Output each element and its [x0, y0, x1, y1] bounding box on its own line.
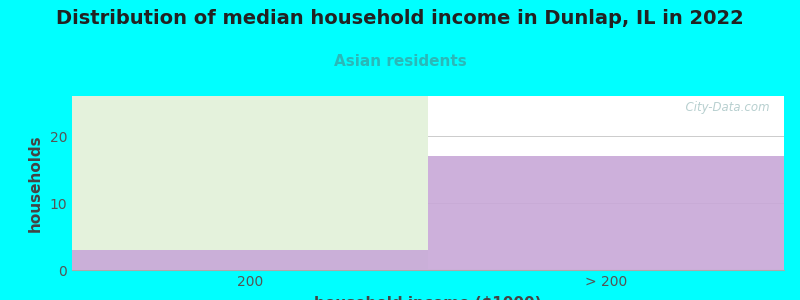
Text: City-Data.com: City-Data.com — [678, 101, 770, 114]
Bar — [72, 250, 428, 270]
Bar — [72, 96, 428, 270]
Text: Distribution of median household income in Dunlap, IL in 2022: Distribution of median household income … — [56, 9, 744, 28]
Y-axis label: households: households — [27, 134, 42, 232]
Text: Asian residents: Asian residents — [334, 54, 466, 69]
X-axis label: household income ($1000): household income ($1000) — [314, 296, 542, 300]
Bar — [428, 156, 784, 270]
